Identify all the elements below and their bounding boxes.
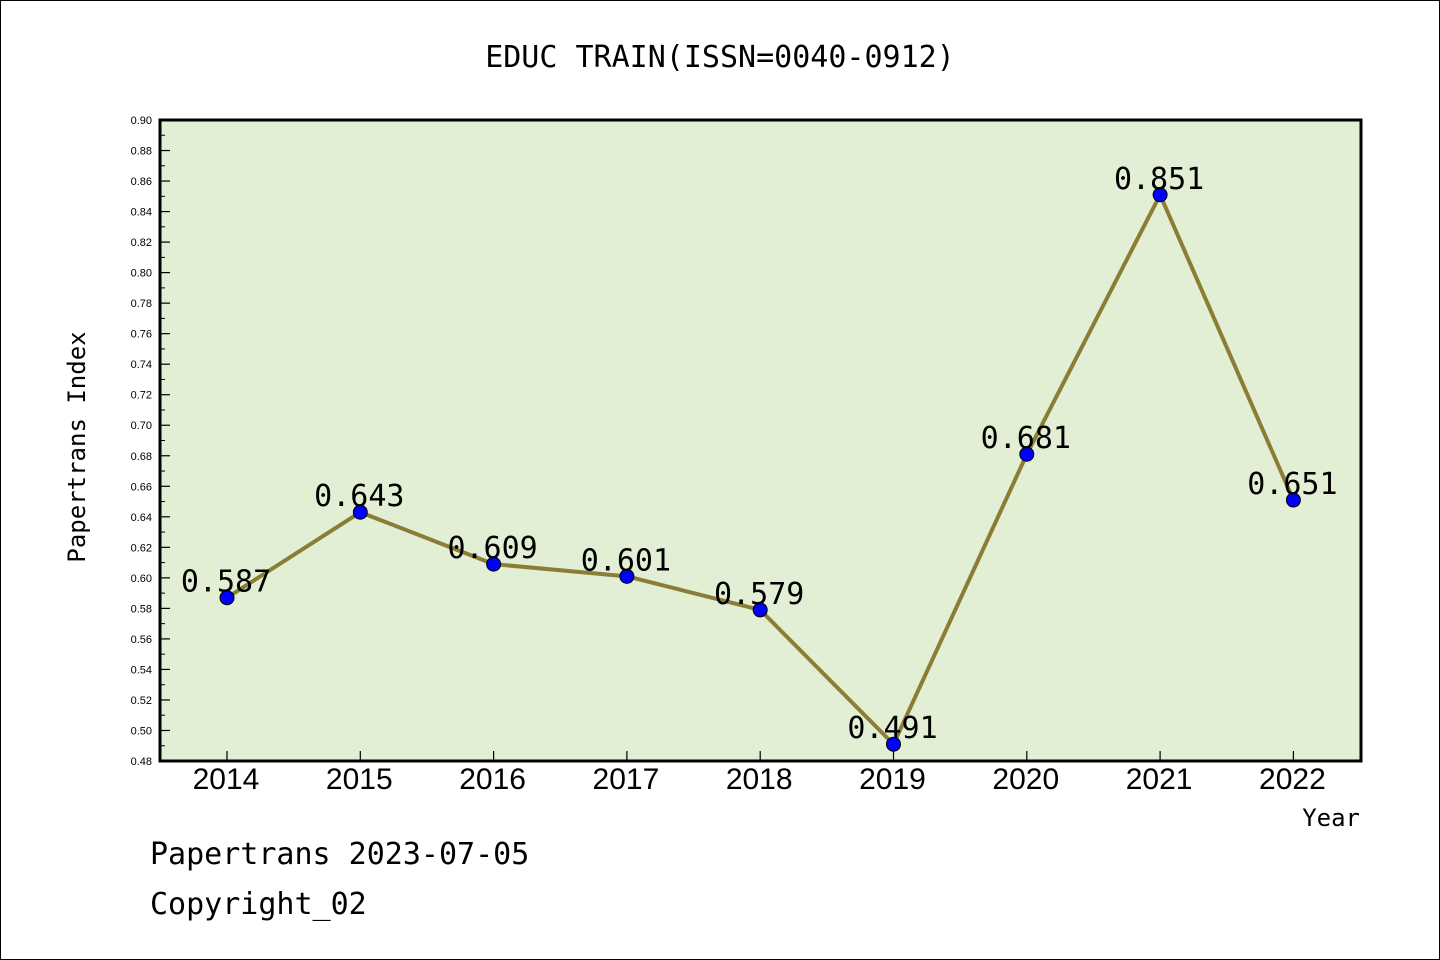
data-point xyxy=(219,590,235,606)
y-tick-label: 0.76 xyxy=(131,329,152,341)
y-tick-label: 0.50 xyxy=(131,725,152,737)
data-label: 0.491 xyxy=(847,711,937,746)
data-label: 0.579 xyxy=(714,577,804,612)
data-point xyxy=(352,504,368,520)
x-tick-label: 2021 xyxy=(1126,763,1193,796)
x-tick-label: 2016 xyxy=(459,763,526,796)
data-label: 0.601 xyxy=(581,543,671,578)
y-axis: 0.48 0.50 0.52 0.54 0.56 0.58 0.60 0.62 0.64 0.66… xyxy=(131,115,170,768)
data-label: 0.851 xyxy=(1114,162,1204,197)
data-label: 0.643 xyxy=(314,479,404,514)
data-point xyxy=(486,556,502,572)
y-tick-label: 0.62 xyxy=(131,542,152,554)
y-tick-label: 0.88 xyxy=(131,146,152,158)
data-point xyxy=(886,736,901,752)
y-tick-label: 0.54 xyxy=(131,664,152,676)
y-tick-label: 0.60 xyxy=(131,573,152,585)
y-tick-label: 0.72 xyxy=(131,390,152,402)
data-point xyxy=(1285,492,1301,508)
y-tick-label: 0.52 xyxy=(131,695,152,707)
footer-copyright: Copyright_02 xyxy=(150,887,367,922)
x-axis-label: Year xyxy=(1302,804,1360,832)
x-tick-label: 2019 xyxy=(859,763,926,796)
y-tick-label: 0.70 xyxy=(131,420,152,432)
y-tick-label: 0.66 xyxy=(131,481,152,493)
y-tick-label: 0.58 xyxy=(131,603,152,615)
y-tick-label: 0.48 xyxy=(131,756,152,768)
x-tick-label: 2015 xyxy=(326,763,393,796)
y-tick-label: 0.68 xyxy=(131,451,152,463)
data-label: 0.681 xyxy=(981,421,1071,456)
x-tick-label: 2014 xyxy=(193,763,260,796)
chart-title: EDUC TRAIN(ISSN=0040-0912) xyxy=(485,40,955,75)
data-label: 0.609 xyxy=(447,531,537,566)
x-tick-label: 2020 xyxy=(992,763,1059,796)
data-point xyxy=(1152,187,1168,203)
y-tick-label: 0.90 xyxy=(131,115,152,127)
footer-date: Papertrans 2023-07-05 xyxy=(150,837,529,872)
x-axis: 2014 2015 2016 2017 2018 2019 2020 2021 2022 xyxy=(193,751,1326,796)
y-tick-label: 0.82 xyxy=(131,237,152,249)
data-series: 0.587 0.643 0.609 0.601 0.579 0.491 0.681 0.851… xyxy=(181,162,1338,752)
y-tick-label: 0.84 xyxy=(131,207,152,219)
y-tick-label: 0.64 xyxy=(131,512,152,524)
y-tick-label: 0.86 xyxy=(131,176,152,188)
x-tick-label: 2017 xyxy=(593,763,660,796)
data-point xyxy=(619,568,635,584)
plot-area xyxy=(158,118,1363,763)
x-tick-label: 2018 xyxy=(726,763,793,796)
y-tick-label: 0.80 xyxy=(131,268,152,280)
data-point xyxy=(1019,446,1035,462)
data-point xyxy=(752,602,768,618)
y-tick-label: 0.78 xyxy=(131,298,152,310)
y-tick-label: 0.74 xyxy=(131,359,152,371)
x-tick-label: 2022 xyxy=(1259,763,1326,796)
data-label: 0.651 xyxy=(1247,467,1337,502)
y-axis-label: Papertrans Index xyxy=(63,331,91,562)
y-tick-label: 0.56 xyxy=(131,634,152,646)
data-label: 0.587 xyxy=(181,565,271,600)
